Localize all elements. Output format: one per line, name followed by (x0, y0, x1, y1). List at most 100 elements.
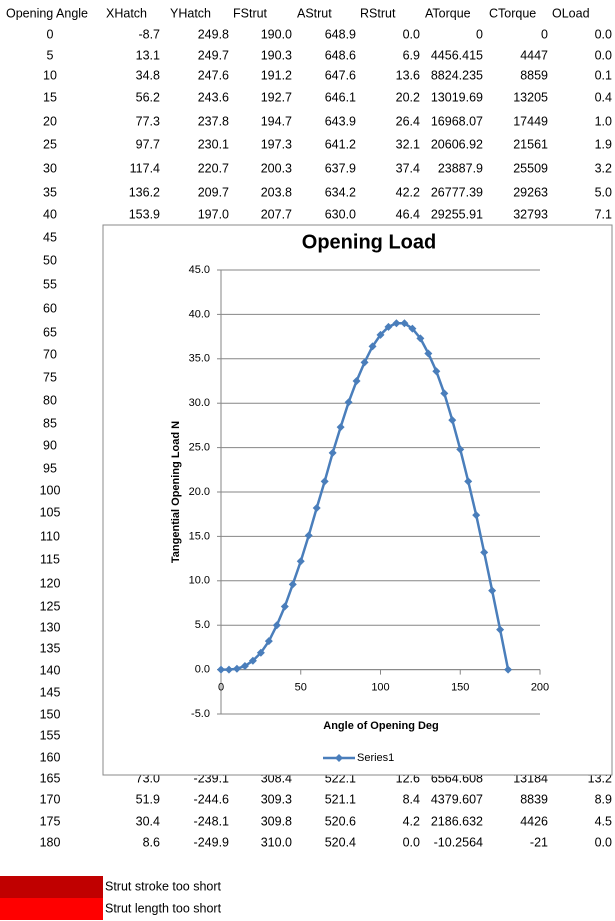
cell: 8824.235 (431, 68, 483, 82)
row-label: 70 (43, 347, 57, 361)
y-tick-label: 45.0 (189, 264, 210, 276)
cell: 1.0 (595, 114, 612, 128)
cell: 136.2 (129, 185, 160, 199)
row-label: 85 (43, 416, 57, 430)
cell: -8.7 (138, 27, 160, 41)
cell: 4379.607 (431, 792, 483, 806)
cell: 643.9 (325, 114, 356, 128)
data-point (312, 503, 321, 512)
cell: 153.9 (129, 207, 160, 221)
cell: 17449 (513, 114, 548, 128)
cell: 648.9 (325, 27, 356, 41)
y-tick-label: 20.0 (189, 486, 210, 498)
legend-marker (335, 754, 343, 762)
data-point (504, 665, 513, 674)
cell: 190.0 (261, 27, 292, 41)
note-label: Strut stroke too short (105, 879, 222, 893)
row-label: 130 (40, 620, 61, 634)
y-tick-label: 10.0 (189, 575, 210, 587)
cell: -10.2564 (434, 835, 483, 849)
row-label: 105 (40, 505, 61, 519)
y-tick-label: 40.0 (189, 308, 210, 320)
data-point (264, 637, 273, 646)
column-header: OLoad (552, 6, 590, 20)
cell: 207.7 (261, 207, 292, 221)
cell: 30.4 (136, 814, 160, 828)
chart-title: Opening Load (302, 231, 436, 253)
cell: 190.3 (261, 48, 292, 62)
y-tick-label: 35.0 (189, 353, 210, 365)
cell: -249.9 (194, 835, 229, 849)
data-point (424, 349, 433, 358)
cell: 46.4 (396, 207, 420, 221)
y-tick-label: 0.0 (195, 664, 210, 676)
row-label: 140 (40, 663, 61, 677)
x-tick-label: 0 (218, 682, 224, 694)
data-point (456, 445, 465, 454)
data-point (240, 662, 249, 671)
cell: 646.1 (325, 90, 356, 104)
cell: 42.2 (396, 185, 420, 199)
cell: 249.7 (198, 48, 229, 62)
cell: 200.3 (261, 161, 292, 175)
x-tick-label: 150 (451, 682, 469, 694)
cell: 230.1 (198, 137, 229, 151)
cell: 8859 (520, 68, 548, 82)
row-label: 5 (47, 48, 54, 62)
row-label: 75 (43, 370, 57, 384)
data-point (320, 477, 329, 486)
cell: 5.0 (595, 185, 612, 199)
cell: 641.2 (325, 137, 356, 151)
cell: 20606.92 (431, 137, 483, 151)
row-label: 150 (40, 707, 61, 721)
cell: 520.4 (325, 835, 356, 849)
column-header: YHatch (170, 6, 211, 20)
cell: 25509 (513, 161, 548, 175)
cell: 7.1 (595, 207, 612, 221)
cell: 37.4 (396, 161, 420, 175)
cell: 203.8 (261, 185, 292, 199)
cell: 310.0 (261, 835, 292, 849)
cell: 0.0 (595, 835, 612, 849)
cell: 34.8 (136, 68, 160, 82)
cell: 247.6 (198, 68, 229, 82)
row-label: 180 (40, 835, 61, 849)
chart: Opening Load -5.0 0.0 5.0 10.0 15.0 20.0 25.0 30… (102, 224, 613, 776)
cell: -244.6 (194, 792, 229, 806)
column-header: Opening Angle (6, 6, 88, 20)
row-label: 110 (40, 529, 60, 543)
cell: -248.1 (194, 814, 229, 828)
cell: 637.9 (325, 161, 356, 175)
data-point (352, 377, 361, 385)
cell: 4.2 (403, 814, 420, 828)
cell: 309.8 (261, 814, 292, 828)
data-point (224, 665, 233, 674)
cell: 209.7 (198, 185, 229, 199)
column-header: CTorque (489, 6, 536, 20)
data-point (360, 358, 369, 367)
row-label: 145 (40, 685, 61, 699)
cell: 0.0 (403, 835, 420, 849)
row-label: 165 (40, 771, 61, 785)
cell: 0 (476, 27, 483, 41)
row-label: 60 (43, 301, 57, 315)
column-header: AStrut (297, 6, 332, 20)
row-label: 10 (43, 68, 57, 82)
cell: 51.9 (136, 792, 160, 806)
data-point (217, 665, 225, 674)
data-point (448, 416, 457, 425)
row-label: 0 (47, 27, 54, 41)
column-header: XHatch (106, 6, 147, 20)
x-tick-label: 200 (531, 682, 549, 694)
data-point (392, 319, 401, 328)
row-label: 135 (40, 641, 61, 655)
cell: 520.6 (325, 814, 356, 828)
data-point (416, 334, 425, 343)
cell: 648.6 (325, 48, 356, 62)
data-point (400, 319, 409, 328)
cell: 29255.91 (431, 207, 483, 221)
y-tick-label: 15.0 (189, 530, 210, 542)
cell: 4426 (520, 814, 548, 828)
cell: 197.0 (198, 207, 229, 221)
data-point (280, 602, 289, 611)
